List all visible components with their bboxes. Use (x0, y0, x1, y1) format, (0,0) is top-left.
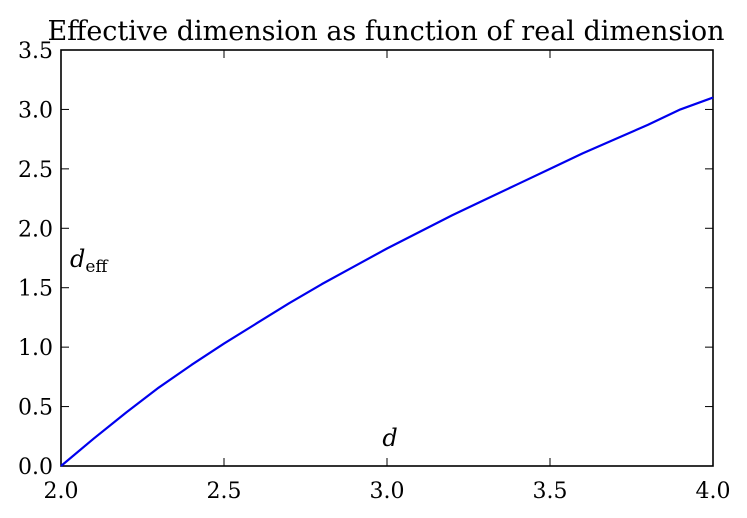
y-tick-label: 0.0 (18, 455, 53, 480)
y-axis-label: deff (70, 245, 109, 277)
y-tick-label: 2.5 (18, 158, 53, 183)
y-tick-label: 1.5 (18, 277, 53, 302)
y-tick-label: 3.0 (18, 98, 53, 123)
y-axis-label-subscript: eff (85, 257, 109, 277)
y-tick-label: 0.5 (18, 396, 53, 421)
x-tick-label: 4.0 (696, 479, 731, 504)
plot-frame (60, 49, 714, 467)
x-tick-label: 2.0 (44, 479, 79, 504)
y-axis: 0.0 0.5 1.0 1.5 2.0 2.5 3.0 3.5 (18, 39, 713, 480)
y-tick-label: 1.0 (18, 336, 53, 361)
x-axis: 2.0 2.5 3.0 3.5 4.0 (44, 50, 731, 504)
x-tick-label: 3.5 (533, 479, 568, 504)
series-layer (60, 96, 714, 467)
x-axis-label: d (382, 424, 397, 452)
y-tick-label: 2.0 (18, 217, 53, 242)
x-axis-label-text: d (382, 424, 397, 452)
series-line (60, 96, 714, 467)
y-axis-label-text: d (70, 245, 85, 273)
chart-title: Effective dimension as function of real … (47, 16, 724, 47)
y-tick-label: 3.5 (18, 39, 53, 64)
x-tick-label: 2.5 (207, 479, 242, 504)
x-tick-label: 3.0 (370, 479, 405, 504)
